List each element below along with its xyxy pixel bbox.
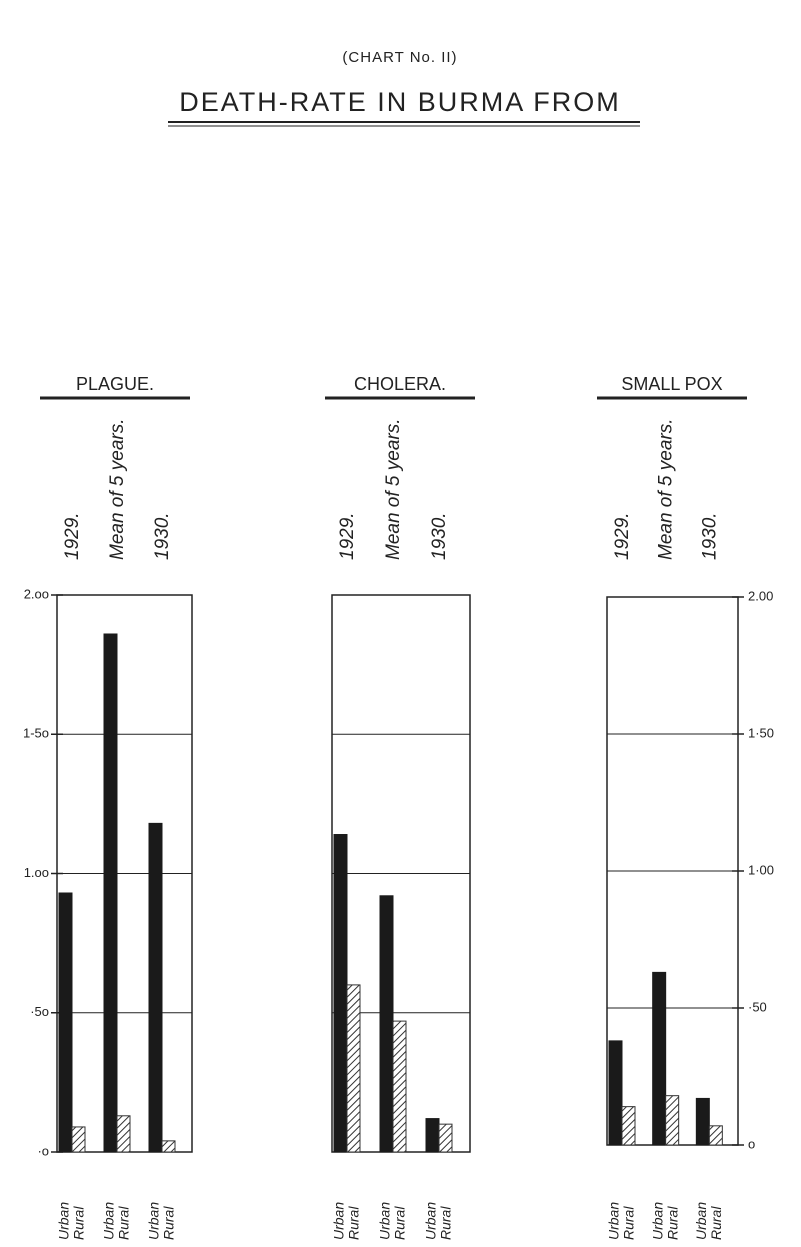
bar — [333, 834, 348, 1153]
panel-title: SMALL POX — [621, 374, 722, 394]
y-tick-label: ·5o — [30, 1004, 49, 1019]
series-label: Rural — [161, 1206, 177, 1240]
bar — [665, 1095, 680, 1146]
series-label: Rural — [346, 1206, 362, 1240]
series-label: Rural — [71, 1206, 87, 1240]
bar — [161, 1140, 176, 1153]
series-label: Urban — [331, 1202, 347, 1240]
bar — [621, 1106, 636, 1146]
series-label: Rural — [708, 1206, 724, 1240]
series-label: Urban — [649, 1202, 665, 1240]
bar — [708, 1125, 723, 1146]
bar — [71, 1126, 86, 1153]
category-label: Mean of 5 years. — [656, 418, 677, 560]
category-label: Mean of 5 years. — [107, 418, 128, 560]
category-label: Mean of 5 years. — [383, 418, 404, 560]
category-label: 1929. — [612, 512, 633, 560]
bar — [392, 1020, 407, 1153]
series-label: Urban — [101, 1202, 117, 1240]
series-label: Rural — [664, 1206, 680, 1240]
category-label: 1930. — [699, 512, 720, 560]
series-label: Urban — [693, 1202, 709, 1240]
bar — [379, 895, 394, 1153]
bar — [116, 1115, 131, 1153]
bar — [438, 1123, 453, 1153]
series-label: Urban — [146, 1202, 162, 1240]
bar — [148, 822, 163, 1153]
category-label: 1929. — [337, 512, 358, 560]
y-tick-label: 2.oo — [24, 586, 49, 601]
series-label: Urban — [423, 1202, 439, 1240]
y-tick-label: 2.00 — [748, 588, 773, 603]
y-tick-label: 1·50 — [748, 725, 774, 740]
y-tick-label: ·o — [37, 1143, 49, 1158]
bar — [58, 892, 73, 1153]
category-label: 1929. — [62, 512, 83, 560]
bar — [103, 633, 118, 1153]
panel-title: PLAGUE. — [76, 374, 154, 394]
y-tick-label: 1·00 — [748, 862, 774, 877]
page-title: DEATH-RATE IN BURMA FROM — [179, 87, 621, 117]
series-label: Urban — [606, 1202, 622, 1240]
series-label: Rural — [116, 1206, 132, 1240]
bar — [425, 1118, 440, 1153]
series-label: Urban — [56, 1202, 72, 1240]
category-label: 1930. — [429, 512, 450, 560]
series-label: Rural — [438, 1206, 454, 1240]
y-tick-label: o — [748, 1136, 755, 1151]
series-label: Rural — [621, 1206, 637, 1240]
panel-title: CHOLERA. — [354, 374, 446, 394]
category-label: 1930. — [152, 512, 173, 560]
series-label: Urban — [377, 1202, 393, 1240]
bar — [652, 971, 667, 1146]
y-tick-label: ·50 — [748, 999, 767, 1014]
y-tick-label: 1.oo — [24, 865, 49, 880]
chart-number: (CHART No. II) — [342, 49, 457, 66]
bar — [608, 1040, 623, 1146]
bar — [346, 984, 361, 1153]
y-tick-label: 1-5o — [23, 726, 49, 741]
series-label: Rural — [392, 1206, 408, 1240]
bar — [695, 1097, 710, 1146]
